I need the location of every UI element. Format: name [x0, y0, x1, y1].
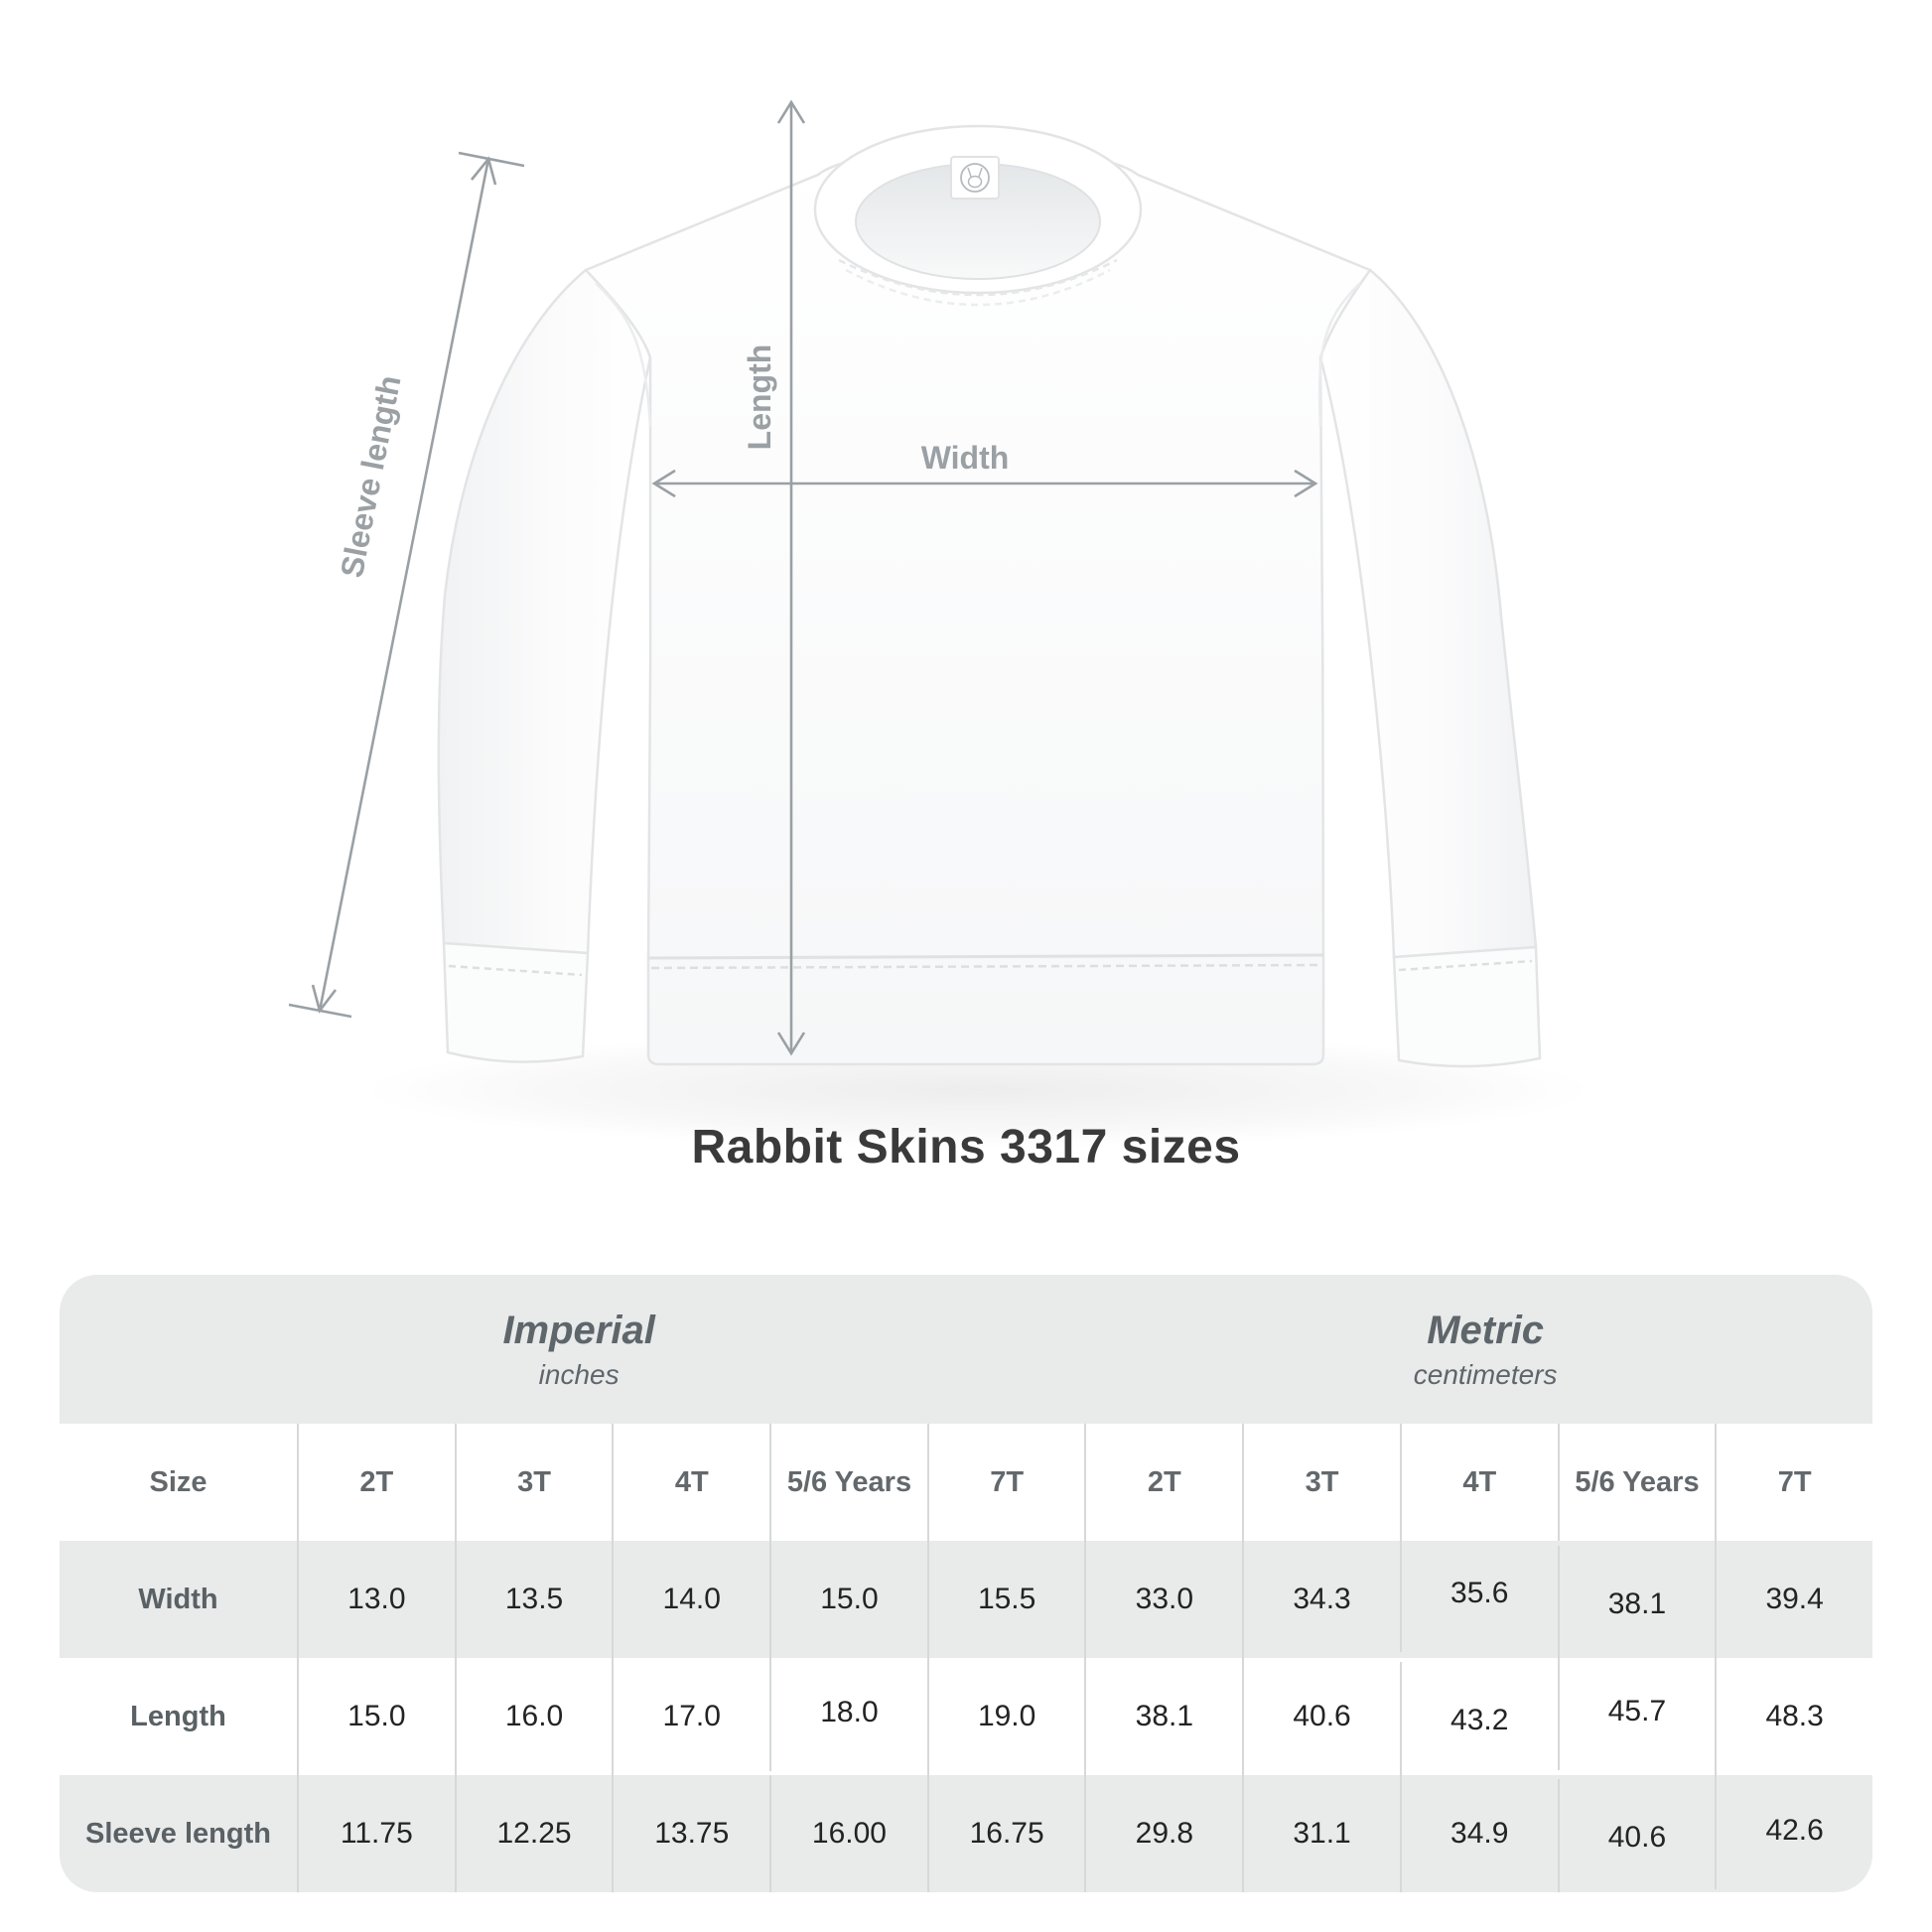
value-cell: 14.0 — [612, 1541, 769, 1658]
col-header: 3T — [1242, 1424, 1400, 1541]
value-cell: 40.6 — [1242, 1658, 1400, 1775]
value-cell: 34.3 — [1242, 1541, 1400, 1658]
sleeve-length-label: Sleeve length — [334, 372, 408, 580]
value-cell: 38.1 — [1084, 1658, 1242, 1775]
col-header: 2T — [1084, 1424, 1242, 1541]
value-cell: 11.75 — [297, 1775, 455, 1892]
table-row-length: Length 15.0 16.0 17.0 18.0 19.0 38.1 40.… — [60, 1653, 1872, 1779]
value-cell: 13.75 — [612, 1775, 769, 1892]
value-cell: 12.25 — [454, 1775, 613, 1892]
page-title: Rabbit Skins 3317 sizes — [691, 1121, 1241, 1173]
width-arrow — [651, 469, 1318, 498]
value-cell: 16.00 — [769, 1775, 927, 1892]
sleeve-length-arrow — [288, 151, 525, 1019]
value-cell: 15.5 — [926, 1541, 1085, 1658]
value-cell: 35.6 — [1399, 1535, 1558, 1652]
value-cell: 33.0 — [1084, 1541, 1242, 1658]
col-header: 3T — [454, 1424, 613, 1541]
value-cell: 13.5 — [454, 1541, 613, 1658]
row-label: Length — [130, 1700, 226, 1732]
col-header: 7T — [1715, 1424, 1872, 1541]
left-cuff — [442, 941, 590, 1063]
col-header: 7T — [926, 1424, 1085, 1541]
size-header: Size — [149, 1465, 207, 1498]
metric-unit: centimeters — [1413, 1358, 1558, 1390]
length-label: Length — [742, 345, 777, 451]
left-sleeve — [437, 268, 652, 1063]
imperial-group-header: Imperial inches — [60, 1275, 1098, 1424]
table-row-sleeve-length: Sleeve length 11.75 12.25 13.75 16.00 16… — [60, 1772, 1872, 1892]
value-cell: 38.1 — [1557, 1546, 1716, 1663]
value-cell: 16.75 — [926, 1775, 1085, 1892]
value-cell: 16.0 — [454, 1658, 613, 1775]
col-header: 2T — [297, 1424, 455, 1541]
col-header: 4T — [1399, 1424, 1558, 1541]
value-cell: 43.2 — [1399, 1662, 1558, 1779]
imperial-unit: inches — [538, 1358, 620, 1390]
value-cell: 13.0 — [297, 1541, 455, 1658]
waistband-seam — [647, 953, 1324, 960]
value-cell: 31.1 — [1242, 1775, 1400, 1892]
value-cell: 34.9 — [1399, 1775, 1558, 1892]
right-sleeve — [1318, 268, 1542, 1068]
value-cell: 45.7 — [1557, 1653, 1716, 1770]
value-cell: 18.0 — [769, 1654, 927, 1771]
sweatshirt-body — [583, 146, 1372, 1066]
size-header-row: Size 2T 3T 4T 5/6 Years 7T 2T 3T 4T 5/6 … — [60, 1424, 1872, 1541]
value-cell: 40.6 — [1557, 1779, 1716, 1892]
row-label: Sleeve length — [85, 1817, 271, 1850]
row-label: Width — [138, 1583, 218, 1615]
metric-group-header: Metric centimeters — [1098, 1275, 1872, 1424]
sweatshirt-diagram: Length Width Sleeve length — [288, 99, 1593, 1148]
value-cell: 15.0 — [297, 1658, 455, 1775]
value-cell: 17.0 — [612, 1658, 769, 1775]
value-cell: 29.8 — [1084, 1775, 1242, 1892]
col-header: 5/6 Years — [769, 1424, 927, 1541]
value-cell: 42.6 — [1715, 1772, 1872, 1889]
collar — [813, 124, 1143, 307]
table-row-width: Width 13.0 13.5 14.0 15.0 15.5 33.0 34.3… — [60, 1535, 1872, 1663]
col-header: 5/6 Years — [1557, 1424, 1716, 1541]
neck-tag — [950, 156, 1000, 200]
length-arrow — [776, 99, 806, 1056]
rabbit-logo-icon — [960, 163, 990, 193]
value-cell: 48.3 — [1715, 1658, 1872, 1775]
value-cell: 15.0 — [769, 1541, 927, 1658]
value-cell: 19.0 — [926, 1658, 1085, 1775]
value-cell: 39.4 — [1715, 1541, 1872, 1658]
width-label: Width — [921, 440, 1010, 476]
metric-label: Metric — [1427, 1308, 1545, 1352]
unit-band: Imperial inches Metric centimeters — [60, 1275, 1872, 1424]
size-table: Imperial inches Metric centimeters Size … — [60, 1275, 1872, 1892]
col-header: 4T — [612, 1424, 769, 1541]
imperial-label: Imperial — [502, 1308, 655, 1352]
right-cuff — [1392, 945, 1542, 1068]
